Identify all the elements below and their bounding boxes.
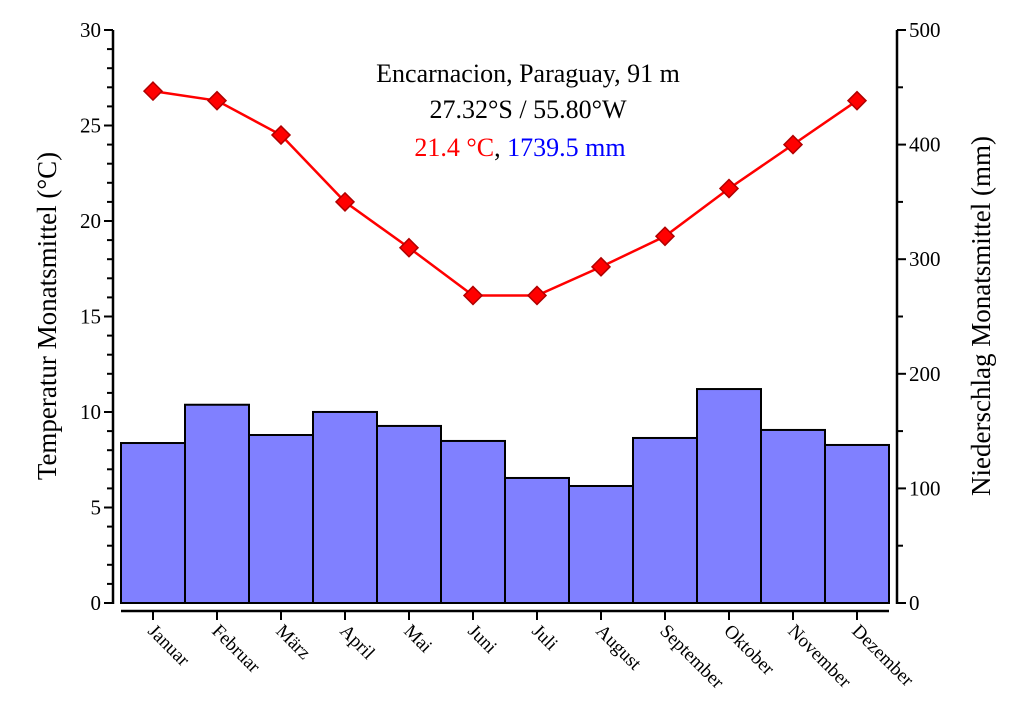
chart-summary: 21.4 °C, 1739.5 mm [414,133,625,162]
x-tick-label: Mai [399,621,435,657]
x-tick-label: November [783,621,855,693]
precip-bar-10 [696,388,762,605]
y2-tick-label: 100 [909,476,941,500]
y2-tick-label: 500 [909,18,941,42]
x-tick-label: August [591,621,645,675]
temperature-marker-5 [398,237,420,258]
temperature-marker-8 [590,256,612,277]
y-axis-label: Temperatur Monatsmittel (°C) [32,152,62,480]
temperature-marker-10 [718,178,740,199]
temperature-marker-3 [270,124,292,146]
precip-bar-1 [120,442,186,604]
x-tick-label: März [271,621,314,664]
temperature-marker-12 [846,90,868,111]
temperature-line [152,89,858,297]
y2-tick-label: 300 [909,247,941,271]
y2-tick-label: 0 [909,591,920,615]
temperature-marker-2 [206,90,228,111]
temperature-marker-6 [462,285,484,306]
x-tick-label: Juni [463,621,500,658]
y-tick-label: 5 [91,496,102,520]
chart-title-line-1: Encarnacion, Paraguay, 91 m [376,59,680,88]
y-tick-label: 25 [80,114,101,138]
x-tick-label: April [335,621,378,664]
y-tick-label: 20 [80,209,101,233]
y-tick-label: 10 [80,400,101,424]
temperature-marker-1 [142,81,164,102]
x-tick-label: Februar [207,621,264,678]
precip-bar-4 [312,410,378,604]
temperature-series [142,81,868,306]
precipitation-bars [120,388,890,605]
precip-bar-3 [248,433,314,604]
chart-title-line-2: 27.32°S / 55.80°W [429,95,626,124]
y-tick-label: 15 [80,305,101,329]
precip-bar-5 [376,424,442,604]
temperature-marker-9 [654,226,676,247]
precip-bar-7 [504,476,570,605]
x-tick-label: September [655,621,728,694]
precip-bar-9 [632,436,698,605]
temperature-marker-11 [782,134,804,155]
x-tick-label: Dezember [847,621,918,692]
annual-precipitation: 1739.5 mm [507,133,625,162]
y-tick-label: 30 [80,18,101,42]
y2-tick-label: 200 [909,362,941,386]
y-tick-label: 0 [91,591,102,615]
x-tick-label: Januar [143,621,193,671]
precip-bar-11 [760,428,826,605]
summary-separator: , [494,133,507,162]
precip-bar-2 [184,403,250,604]
precip-bar-6 [440,439,506,604]
x-tick-label: Juli [527,621,561,655]
precip-bar-12 [824,443,890,605]
temperature-marker-4 [334,191,356,212]
y2-axis-label: Niederschlag Monatsmittel (mm) [966,136,996,496]
temperature-marker-7 [526,285,548,306]
y2-tick-label: 400 [909,133,941,157]
x-tick-label: Oktober [719,621,778,680]
mean-temperature: 21.4 °C [414,133,494,162]
precip-bar-8 [568,484,634,605]
